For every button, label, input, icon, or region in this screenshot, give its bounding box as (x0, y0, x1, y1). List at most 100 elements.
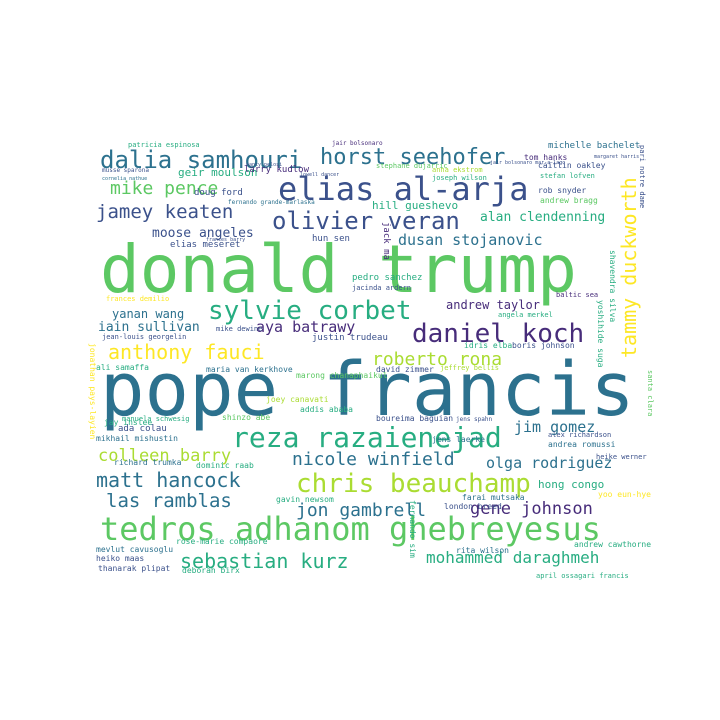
word-sylvie-corbet: sylvie corbet (208, 296, 412, 326)
word-jay-inslee: jay inslee (104, 418, 152, 427)
word-justin-trudeau: justin trudeau (312, 333, 388, 343)
word-rob-snyder: rob snyder (538, 186, 586, 195)
word-april-ossagari-francis: april ossagari francis (536, 572, 629, 580)
word-colleen-barry: colleen barry (98, 446, 231, 466)
word-jim-gomez: jim gomez (514, 418, 595, 436)
word-yanan-wang: yanan wang (112, 307, 184, 321)
word-hun-sen: hun sen (312, 234, 350, 244)
word-nancy-pelosi: nancy pelosi (246, 162, 282, 168)
word-frances-demilio: frances demilio (106, 295, 169, 303)
word-maria-van-kerkhove: maria van kerkhove (206, 365, 293, 374)
word-tammy-duckworth: tammy duckworth (617, 177, 641, 358)
word-andrew-bragg: andrew bragg (540, 196, 598, 205)
word-boris-johnson: boris johnson (512, 341, 575, 350)
word-moose-angeles: moose angeles (152, 226, 254, 241)
word-mikhail-mishustin: mikhail mishustin (96, 434, 178, 443)
word-addis-ababa: addis ababa (300, 405, 353, 414)
word-heiko-maas: heiko maas (96, 554, 144, 563)
word-pedro-sanchez: pedro sanchez (352, 273, 422, 283)
word-anna-ekstrom: anna ekstrom (432, 166, 483, 174)
word-marong-chanaphaikul: marong chanaphaikul (296, 371, 388, 380)
word-gavin-newsom: gavin newsom (276, 495, 334, 504)
word-hong-congo: hong congo (538, 478, 604, 491)
word-mohammed-daraghmeh: mohammed daraghmeh (426, 548, 599, 567)
word-farai-mutsaka: farai mutsaka (462, 493, 525, 502)
word-idris-elba: idris elba (464, 341, 512, 350)
word-patricia-espinosa: patricia espinosa (128, 141, 200, 149)
word-deborah-birx: deborah birx (182, 566, 240, 575)
word-tedros-adhanom-ghebreyesus: tedros adhanom ghebreyesus (100, 510, 601, 548)
word-thanarak-plipat: thanarak plipat (98, 564, 170, 573)
word-rita-wilson: rita wilson (456, 546, 509, 555)
word-margaret-harris: margaret harris (594, 154, 639, 160)
word-fernando-sim: fernando sim (408, 500, 417, 558)
word-jonathan-pays-layien: jonathan pays-layien (88, 343, 97, 440)
word-daniel-koch: daniel koch (412, 319, 584, 349)
word-matt-hancock: matt hancock (96, 468, 241, 492)
word-manuela-schwesig: manuela schwesig (122, 415, 189, 423)
word-gene-johnson: gene johnson (470, 499, 593, 519)
word-jens-spahn: jens spahn (456, 416, 493, 423)
word-sebastian-kurz: sebastian kurz (180, 549, 349, 573)
word-ali-samaffa: ali samaffa (96, 363, 149, 372)
word-yoo-eun-hye: yoo eun-hye (598, 490, 651, 499)
word-rose-marie-compaore: rose-marie compaore (176, 537, 268, 546)
word-jacinda-ardern: jacinda ardern (352, 284, 411, 292)
word-santa-clara: santa clara (646, 370, 654, 416)
word-jair-bolsonaro-mar-a-lago: jair bolsonaro mar-a-lago (490, 160, 565, 166)
word-yoshihide-suga: yoshihide suga (596, 300, 605, 368)
word-aya-batrawy: aya batrawy (256, 318, 355, 336)
word-andrew-cawthorne: andrew cawthorne (574, 540, 651, 549)
word-mike-dewine: mike dewine (216, 325, 262, 333)
word-mevlut-cavusoglu: mevlut cavusoglu (96, 545, 173, 554)
word-horst-seehofer: horst seehofer (320, 145, 505, 170)
word-richard-trumka: richard trumka (114, 458, 182, 467)
word-shinzo-abe: shinzo abe (222, 413, 270, 422)
word-cornelia-nathue: cornelia nathue (102, 176, 147, 182)
word-boureima-baguian: boureima baguian (376, 414, 453, 423)
word-david-zimmer: david zimmer (376, 365, 434, 374)
word-caitlin-oakley: caitlin oakley (538, 161, 606, 170)
word-joey-canavati: joey canavati (266, 395, 329, 404)
word-jair-bolsonaro: jair bolsonaro (332, 140, 383, 147)
word-donald-trump: donald trump (100, 231, 577, 308)
word-ada-colau: ada colau (118, 424, 167, 434)
word-pope-francis: pope francis (100, 347, 635, 433)
word-angela-merkel: angela merkel (498, 311, 553, 319)
word-iain-sullivan: iain sullivan (98, 320, 200, 335)
word-jon-gambrell: jon gambrell (296, 500, 426, 521)
word-las-ramblas: las ramblas (106, 490, 232, 512)
word-nicole-winfield: nicole winfield (292, 449, 455, 470)
word-lowell-dancer: lowell dancer (300, 172, 339, 178)
word-anthony-fauci: anthony fauci (108, 340, 265, 364)
word-larry-kudlow: larry kudlow (244, 165, 310, 175)
word-dalia-samhouri: dalia samhouri (100, 146, 302, 174)
word-mike-pence: mike pence (110, 178, 218, 199)
word-jean-louis-georgelin: jean-louis georgelin (102, 333, 186, 341)
word-olivier-veran: olivier veran (272, 207, 460, 235)
word-alan-clendenning: alan clendenning (480, 210, 605, 225)
word-doug-ford: doug ford (194, 188, 243, 198)
word-musse-sparona: musse sparona (102, 167, 149, 174)
word-baltic-sea: baltic sea (556, 291, 598, 299)
word-stefan-lofven: stefan lofven (540, 172, 595, 180)
word-roberto-rona: roberto rona (372, 349, 502, 370)
word-heike-werner: heike werner (596, 453, 647, 461)
word-joseph-wilson: joseph wilson (432, 174, 487, 182)
word-olga-rodriguez: olga rodriguez (486, 454, 612, 472)
word-reza-razaienejad: reza razaienejad (232, 421, 502, 454)
word-fernando-grande-marlaska: fernando grande-marlaska (228, 199, 315, 206)
word-tom-hanks: tom hanks (524, 153, 568, 162)
word-hill-gueshevo: hill gueshevo (372, 199, 458, 212)
word-elias-al-arja: elias al-arja (278, 170, 528, 208)
word-dominic-raab: dominic raab (196, 461, 254, 470)
word-alex-richardson: alex richardson (548, 431, 611, 439)
word-jack-ma: jack ma (381, 222, 391, 260)
word-elias-meseret: elias meseret (170, 240, 240, 250)
word-london-breed: london breed (444, 502, 502, 511)
word-andrea-romussi: andrea romussi (548, 440, 616, 449)
word-jamey-keaten: jamey keaten (96, 201, 233, 223)
word-chris-beauchamp: chris beauchamp (296, 469, 531, 499)
word-jens-laerke: jens laerke (432, 435, 485, 444)
